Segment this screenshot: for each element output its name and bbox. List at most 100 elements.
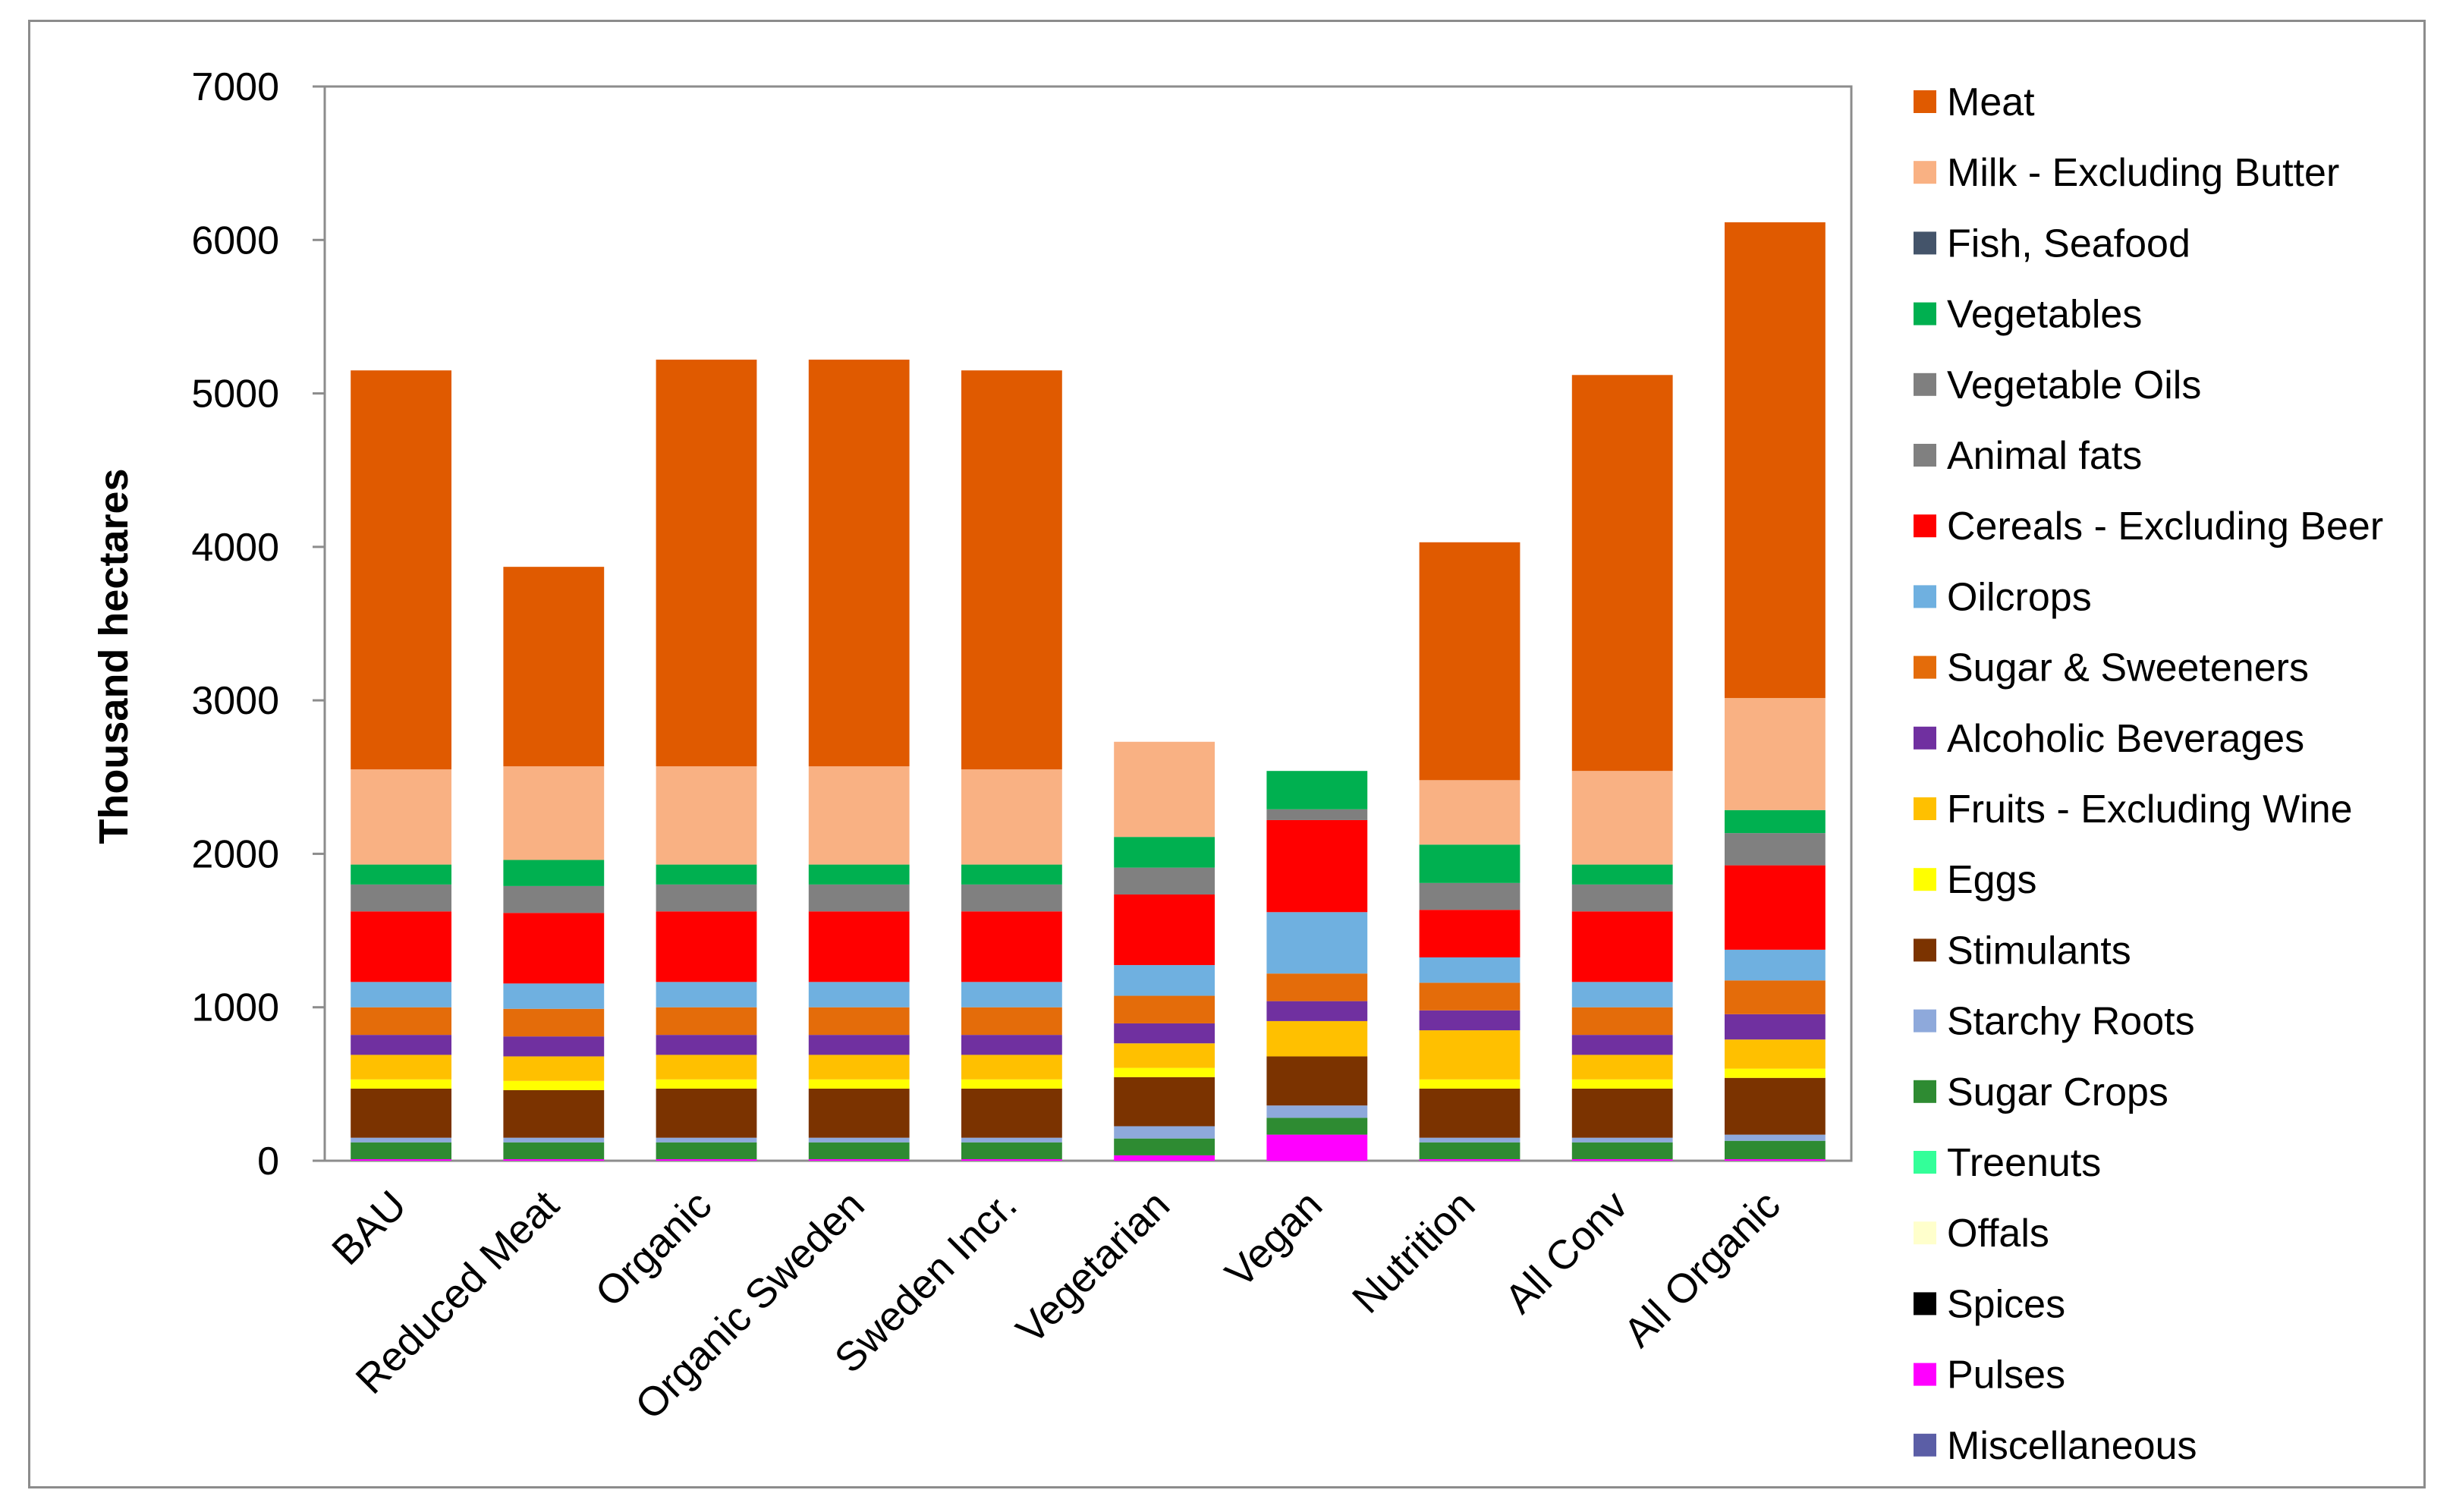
bar-segment bbox=[503, 766, 605, 860]
legend-swatch bbox=[1914, 1221, 1936, 1245]
legend-item: Animal fats bbox=[1914, 434, 2142, 478]
bar-segment bbox=[961, 982, 1062, 1007]
bar-segment bbox=[808, 1007, 910, 1036]
bar-segment bbox=[808, 884, 910, 912]
bar-segment bbox=[808, 1055, 910, 1080]
legend-swatch bbox=[1914, 90, 1936, 113]
bar-segment bbox=[1266, 771, 1368, 809]
bar-segment bbox=[961, 1158, 1062, 1161]
legend-label: Eggs bbox=[1947, 858, 2037, 902]
legend-label: Sugar Crops bbox=[1947, 1070, 2168, 1114]
bar-segment bbox=[1114, 1126, 1215, 1139]
bar-segment bbox=[1419, 882, 1521, 910]
legend-label: Offals bbox=[1947, 1212, 2049, 1256]
bar-segment bbox=[961, 864, 1062, 885]
bar-segment bbox=[1114, 741, 1215, 838]
bar-segment bbox=[961, 370, 1062, 770]
bar-segment bbox=[1571, 1088, 1673, 1138]
bar-segment bbox=[656, 982, 757, 1007]
bar-segment bbox=[1266, 1056, 1368, 1106]
bar-segment bbox=[961, 1137, 1062, 1143]
bar-segment bbox=[1114, 837, 1215, 868]
legend-item: Treenuts bbox=[1914, 1141, 2101, 1185]
bar-segment bbox=[1571, 884, 1673, 912]
legend-item: Eggs bbox=[1914, 858, 2037, 902]
bar-segment bbox=[961, 1055, 1062, 1080]
bar-segment bbox=[1725, 865, 1826, 950]
y-tick-label: 2000 bbox=[191, 832, 279, 876]
legend-item: Fruits - Excluding Wine bbox=[1914, 787, 2353, 831]
bar-segment bbox=[961, 1088, 1062, 1138]
x-tick-label: Nutrition bbox=[1344, 1182, 1484, 1322]
bar-segment bbox=[1725, 1039, 1826, 1069]
bar-segment bbox=[1419, 1142, 1521, 1159]
bar-segment bbox=[351, 1079, 451, 1089]
bar-segment bbox=[961, 1142, 1062, 1159]
bar-segment bbox=[656, 884, 757, 912]
bar-segment bbox=[808, 360, 910, 767]
bar-segment bbox=[1419, 1079, 1521, 1089]
bar-segment bbox=[351, 1142, 451, 1159]
bar-segment bbox=[1419, 1030, 1521, 1080]
bar-segment bbox=[1725, 1068, 1826, 1078]
bar-segment bbox=[1725, 1134, 1826, 1141]
bar-segment bbox=[656, 1055, 757, 1080]
bar-segment bbox=[1725, 1077, 1826, 1135]
x-tick-label: BAU bbox=[323, 1182, 415, 1274]
legend-item: Sugar Crops bbox=[1914, 1070, 2168, 1114]
legend-label: Sugar & Sweeteners bbox=[1947, 646, 2309, 690]
bar-segment bbox=[1266, 809, 1368, 820]
legend-label: Fruits - Excluding Wine bbox=[1947, 787, 2353, 831]
legend-swatch bbox=[1914, 797, 1936, 820]
bar-segment bbox=[351, 1035, 451, 1055]
bar-segment bbox=[1571, 771, 1673, 865]
bar-segment bbox=[1571, 1079, 1673, 1089]
bar-segment bbox=[1571, 911, 1673, 982]
legend-swatch bbox=[1914, 726, 1936, 750]
legend-label: Meat bbox=[1947, 80, 2035, 124]
bar-segment bbox=[961, 1079, 1062, 1089]
legend-item: Starchy Roots bbox=[1914, 1000, 2195, 1044]
bar-segment bbox=[1571, 1158, 1673, 1161]
bar-segment bbox=[351, 982, 451, 1007]
bar-segment bbox=[1725, 698, 1826, 810]
y-axis-label: Thousand hectares bbox=[91, 468, 137, 844]
legend-item: Spices bbox=[1914, 1282, 2065, 1326]
y-axis: 0 1000 2000 3000 4000 5000 6000 7000 bbox=[191, 65, 325, 1184]
legend-label: Spices bbox=[1947, 1282, 2065, 1326]
legend-item: Alcoholic Beverages bbox=[1914, 717, 2304, 761]
legend-swatch bbox=[1914, 938, 1936, 962]
bar-segment bbox=[656, 1158, 757, 1161]
bar-segment bbox=[1571, 1007, 1673, 1036]
bar-segment bbox=[1114, 1077, 1215, 1127]
legend-label: Pulses bbox=[1947, 1353, 2065, 1397]
bar-segment bbox=[1725, 949, 1826, 981]
bar-segment bbox=[1419, 910, 1521, 957]
y-tick-label: 7000 bbox=[191, 65, 279, 109]
bar-segment bbox=[1725, 1158, 1826, 1161]
bar-segment bbox=[503, 1008, 605, 1037]
bar-segment bbox=[656, 766, 757, 865]
bar-segment bbox=[808, 1137, 910, 1143]
bar-segment bbox=[1266, 1117, 1368, 1135]
legend-label: Cereals - Excluding Beer bbox=[1947, 505, 2383, 549]
bar-segment bbox=[503, 1080, 605, 1090]
bar-segment bbox=[1571, 1142, 1673, 1159]
bar-segment bbox=[1725, 809, 1826, 834]
bar-segment bbox=[1266, 1020, 1368, 1057]
bar-segment bbox=[1725, 222, 1826, 699]
bar-segment bbox=[351, 1088, 451, 1138]
y-tick-label: 1000 bbox=[191, 986, 279, 1030]
bar-segment bbox=[351, 1007, 451, 1036]
legend-label: Milk - Excluding Butter bbox=[1947, 151, 2339, 195]
bar-segment bbox=[808, 864, 910, 885]
legend-label: Miscellaneous bbox=[1947, 1424, 2197, 1468]
bar-segment bbox=[808, 1158, 910, 1161]
bar-segment bbox=[1571, 1035, 1673, 1055]
bar-segment bbox=[1114, 965, 1215, 996]
bar-segment bbox=[1419, 542, 1521, 781]
legend-swatch bbox=[1914, 1363, 1936, 1386]
bar-segment bbox=[503, 860, 605, 886]
legend-item: Sugar & Sweeteners bbox=[1914, 646, 2309, 690]
